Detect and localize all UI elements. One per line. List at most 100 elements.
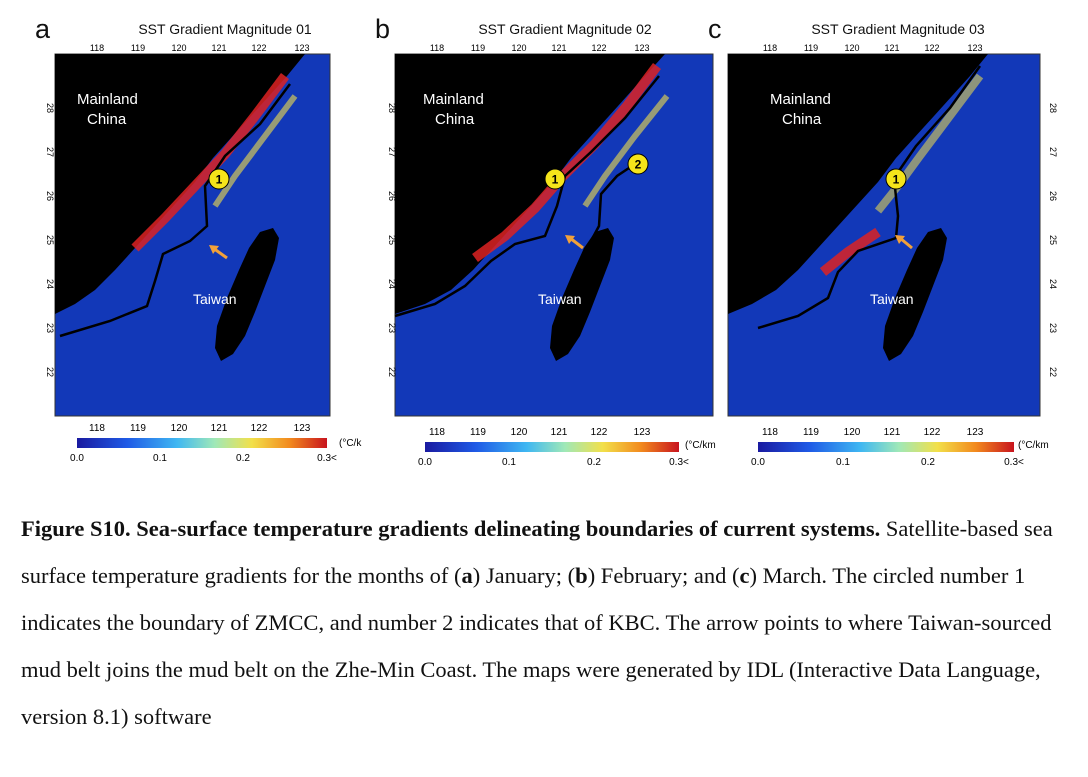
bottom-longitude-axis: 118 119 120 121 122 123 bbox=[429, 427, 651, 438]
lon-tick-bottom: 122 bbox=[924, 427, 941, 438]
taiwan-island bbox=[883, 228, 947, 361]
bottom-longitude-axis: 118 119 120 121 122 123 bbox=[762, 427, 984, 438]
lon-tick-bottom: 118 bbox=[89, 423, 105, 434]
arrow-head bbox=[895, 235, 905, 244]
caption-panel-ref: c bbox=[739, 563, 750, 588]
lon-tick-bottom: 118 bbox=[762, 427, 778, 438]
lat-tick: 27 bbox=[45, 147, 55, 157]
lon-tick-top: 123 bbox=[294, 43, 309, 53]
sst-gradient-map: 118 119 120 121 122 123 1 2 Mainland Chi… bbox=[387, 43, 716, 468]
lon-tick-top: 118 bbox=[430, 43, 444, 53]
zmcc-boundary-line bbox=[59, 83, 291, 338]
top-longitude-axis: 118 119 120 121 122 123 bbox=[430, 43, 650, 53]
lon-tick-bottom: 123 bbox=[634, 427, 651, 438]
caption-panel-ref: b bbox=[575, 563, 588, 588]
gradient-band-coastal bbox=[131, 73, 289, 252]
lon-tick-bottom: 120 bbox=[511, 427, 528, 438]
bottom-longitude-axis: 118 119 120 121 122 123 bbox=[89, 423, 311, 434]
lon-tick-top: 121 bbox=[884, 43, 899, 53]
mainland-label: China bbox=[87, 111, 127, 128]
lon-tick-bottom: 121 bbox=[551, 427, 568, 438]
top-longitude-axis: 118 119 120 121 122 123 bbox=[763, 43, 983, 53]
lat-tick: 26 bbox=[45, 191, 55, 201]
lat-tick: 23 bbox=[387, 323, 397, 333]
lon-tick-top: 123 bbox=[967, 43, 982, 53]
lon-tick-top: 118 bbox=[763, 43, 777, 53]
lat-tick: 22 bbox=[387, 367, 397, 377]
lon-tick-top: 122 bbox=[924, 43, 939, 53]
lat-tick: 26 bbox=[1048, 191, 1058, 201]
lon-tick-top: 119 bbox=[131, 43, 145, 53]
colorbar-tick: 0.0 bbox=[418, 457, 432, 468]
lon-tick-top: 119 bbox=[471, 43, 485, 53]
colorbar-tick: 0.2 bbox=[587, 457, 601, 468]
circled-marker-1 bbox=[544, 168, 566, 190]
mainland-label: Mainland bbox=[423, 91, 484, 108]
lat-tick: 27 bbox=[387, 147, 397, 157]
lat-tick: 25 bbox=[45, 235, 55, 245]
colorbar-tick: 0.2 bbox=[921, 457, 935, 468]
lon-tick-bottom: 119 bbox=[470, 427, 486, 438]
figure-caption: Figure S10. Sea-surface temperature grad… bbox=[21, 505, 1066, 740]
lat-tick: 23 bbox=[1048, 323, 1058, 333]
latitude-axis: 28 27 26 25 24 23 22 bbox=[387, 103, 397, 377]
panel-a: a SST Gradient Magnitude 01 118 119 120 … bbox=[35, 0, 405, 470]
taiwan-label: Taiwan bbox=[870, 291, 914, 307]
lat-tick: 28 bbox=[1048, 103, 1058, 113]
lon-tick-bottom: 120 bbox=[171, 423, 188, 434]
mainland-label: China bbox=[782, 111, 822, 128]
panel-title: SST Gradient Magnitude 02 bbox=[478, 21, 652, 37]
lon-tick-top: 122 bbox=[251, 43, 266, 53]
zmcc-boundary-line bbox=[757, 65, 982, 330]
colorbar bbox=[425, 442, 679, 452]
zmcc-boundary-line bbox=[394, 75, 660, 318]
lat-tick: 22 bbox=[45, 367, 55, 377]
caption-panel-ref: a bbox=[461, 563, 473, 588]
caption-text: ) February; and ( bbox=[587, 563, 740, 588]
taiwan-island bbox=[550, 228, 614, 361]
panel-letter: c bbox=[708, 14, 722, 44]
circled-marker-1 bbox=[885, 168, 907, 190]
panel-letter: a bbox=[35, 14, 51, 44]
circled-marker-1 bbox=[208, 168, 230, 190]
latitude-axis-right: 28 27 26 25 24 23 22 bbox=[1048, 103, 1058, 377]
lon-tick-bottom: 120 bbox=[844, 427, 861, 438]
caption-text: ) March. The circled number 1 indicates … bbox=[21, 563, 1052, 729]
lat-tick: 28 bbox=[45, 103, 55, 113]
caption-title: Figure S10. Sea-surface temperature grad… bbox=[21, 516, 881, 541]
lat-tick: 22 bbox=[1048, 367, 1058, 377]
lat-tick: 25 bbox=[1048, 235, 1058, 245]
sst-gradient-map: 118 119 120 121 122 123 1 Mainland China… bbox=[45, 43, 362, 464]
colorbar-tick: 0.3< bbox=[317, 453, 337, 464]
top-longitude-axis: 118 119 120 121 122 123 bbox=[90, 43, 310, 53]
lat-tick: 23 bbox=[45, 323, 55, 333]
panel-title: SST Gradient Magnitude 01 bbox=[138, 21, 312, 37]
lat-tick: 24 bbox=[45, 279, 55, 289]
marker-label: 1 bbox=[216, 173, 223, 187]
gradient-band-mid bbox=[582, 94, 670, 208]
lat-tick: 27 bbox=[1048, 147, 1058, 157]
lon-tick-bottom: 122 bbox=[591, 427, 608, 438]
panel-letter: b bbox=[375, 14, 391, 44]
colorbar-tick: 0.0 bbox=[70, 453, 84, 464]
panel-title: SST Gradient Magnitude 03 bbox=[811, 21, 985, 37]
taiwan-island bbox=[215, 228, 279, 361]
lon-tick-bottom: 118 bbox=[429, 427, 445, 438]
lon-tick-top: 118 bbox=[90, 43, 104, 53]
panel-b: b SST Gradient Magnitude 02 118 119 120 … bbox=[375, 0, 745, 470]
lon-tick-bottom: 123 bbox=[967, 427, 984, 438]
mainland-china-land bbox=[395, 54, 665, 314]
lon-tick-bottom: 121 bbox=[211, 423, 228, 434]
lon-tick-bottom: 122 bbox=[251, 423, 268, 434]
colorbar bbox=[77, 438, 327, 448]
mainland-label: Mainland bbox=[77, 91, 138, 108]
mainland-label: Mainland bbox=[770, 91, 831, 108]
lon-tick-top: 120 bbox=[171, 43, 186, 53]
circled-marker-2 bbox=[627, 153, 649, 175]
colorbar-unit: (°C/km bbox=[685, 440, 716, 451]
colorbar-unit: (°C/km bbox=[1018, 440, 1049, 451]
arrow-head bbox=[565, 235, 575, 244]
sst-gradient-map: 118 119 120 121 122 123 1 Mainland China… bbox=[727, 43, 1058, 468]
marker-label: 1 bbox=[552, 173, 559, 187]
mainland-label: China bbox=[435, 111, 475, 128]
